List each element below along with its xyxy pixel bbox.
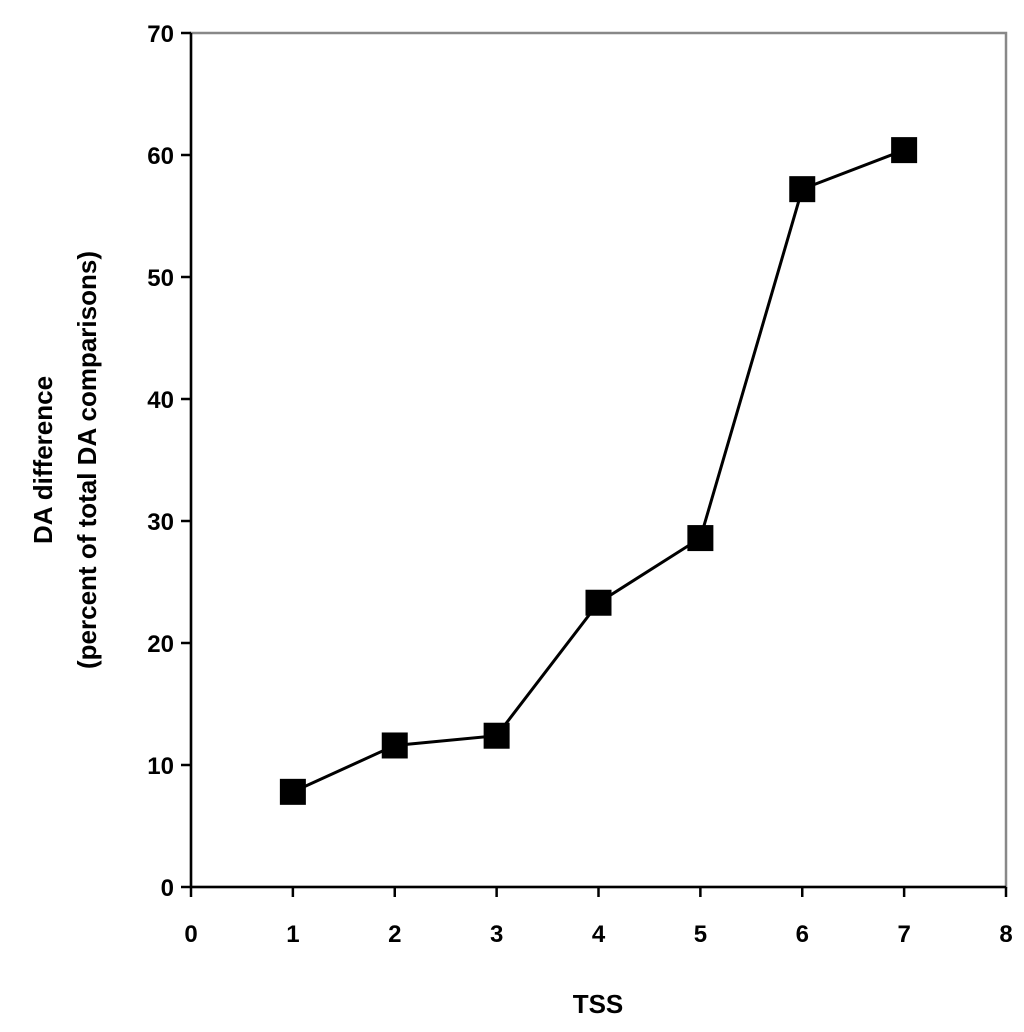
y-tick-label: 20 — [147, 631, 174, 658]
data-point-marker — [585, 589, 612, 616]
x-tick-label: 1 — [286, 921, 299, 948]
x-tick-label: 7 — [897, 921, 910, 948]
x-tick-label: 5 — [694, 921, 707, 948]
plot-frame — [189, 31, 1008, 889]
x-tick-label: 3 — [490, 921, 503, 948]
y-axis-title-line-1: DA difference — [28, 376, 58, 544]
data-series — [279, 137, 918, 805]
y-tick-label: 50 — [147, 265, 174, 292]
series-line — [292, 148, 905, 794]
y-tick-label: 10 — [147, 753, 174, 780]
x-tick-label: 2 — [388, 921, 401, 948]
y-tick-label: 60 — [147, 143, 174, 170]
y-tick-label: 40 — [147, 387, 174, 414]
x-tick-label: 0 — [184, 921, 197, 948]
data-point-marker — [687, 525, 714, 552]
x-tick-label: 4 — [592, 921, 606, 948]
y-tick-label: 70 — [147, 21, 174, 48]
y-tick-label: 30 — [147, 509, 174, 536]
y-axis-title-line-2: (percent of total DA comparisons) — [72, 251, 102, 669]
data-point-marker — [789, 176, 816, 203]
data-point-marker — [381, 732, 408, 759]
x-axis-ticks: 0 1 2 3 4 5 6 7 8 — [184, 887, 1013, 948]
data-point-marker — [279, 778, 306, 805]
y-axis-ticks: 0 10 20 30 40 50 60 70 — [147, 21, 191, 902]
y-tick-label: 0 — [161, 875, 174, 902]
data-point-marker — [483, 722, 510, 749]
x-tick-label: 8 — [999, 921, 1012, 948]
data-point-marker — [891, 137, 918, 164]
x-axis-title: TSS — [573, 989, 624, 1019]
x-tick-label: 6 — [796, 921, 809, 948]
